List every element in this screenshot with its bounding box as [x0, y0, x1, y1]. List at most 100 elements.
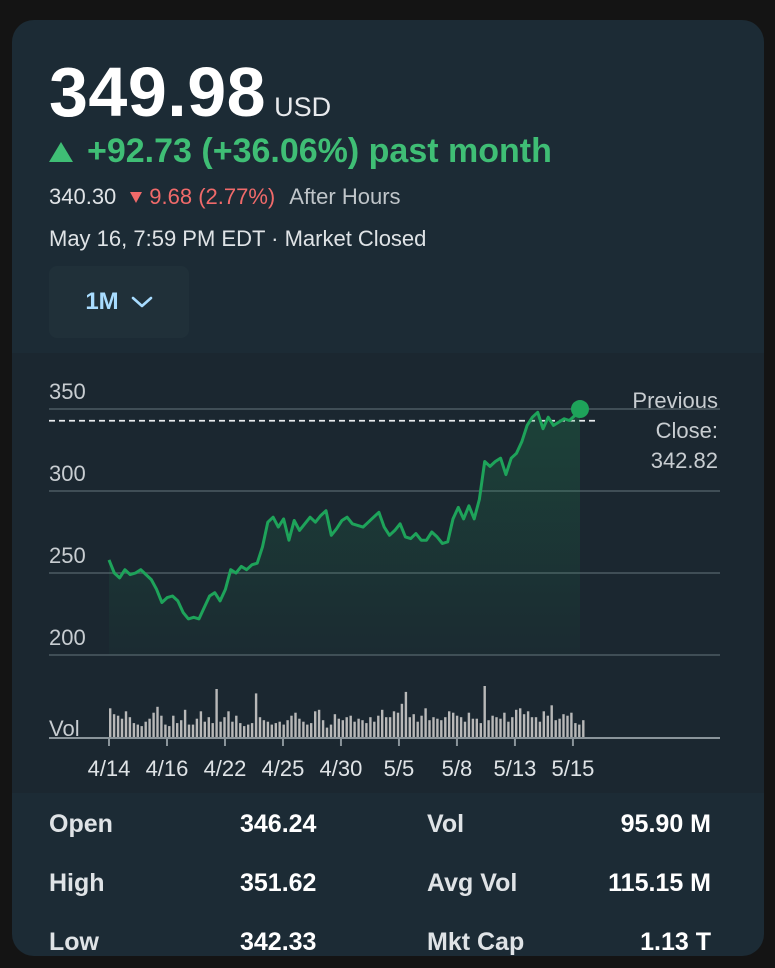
volume-bar: [183, 709, 187, 738]
volume-bar: [562, 714, 565, 738]
volume-bar: [187, 724, 191, 738]
previous-close-annotation: Previous Close: 342.82: [608, 386, 718, 476]
volume-bar: [503, 712, 506, 738]
volume-bar: [258, 717, 262, 738]
volume-bar: [400, 703, 404, 738]
volume-bar: [495, 717, 498, 738]
range-label: 1M: [85, 288, 119, 315]
stat-value: 342.33: [240, 928, 317, 956]
volume-bar: [459, 717, 463, 738]
volume-bar: [479, 723, 482, 738]
volume-bar: [452, 712, 455, 738]
previous-close-value: 342.82: [650, 448, 718, 473]
price-area: [109, 409, 580, 655]
volume-bar: [124, 711, 128, 738]
volume-bar: [385, 717, 388, 738]
volume-bar: [298, 718, 301, 738]
x-tick-label: 4/16: [146, 756, 189, 781]
volume-bar: [357, 718, 360, 738]
volume-bar: [290, 715, 293, 738]
volume-bar: [448, 711, 451, 738]
stat-row-low: Low 342.33 Mkt Cap 1.13 T: [49, 928, 725, 956]
volume-bar: [566, 715, 569, 738]
volume-bar: [507, 721, 510, 738]
volume-bar: [491, 715, 494, 738]
volume-bar: [377, 715, 380, 738]
x-tick-label: 5/13: [494, 756, 537, 781]
volume-bar: [180, 720, 183, 738]
volume-bar: [353, 721, 356, 738]
volume-bar: [349, 715, 352, 738]
range-selector-button[interactable]: 1M: [49, 266, 189, 338]
after-hours-row: 340.30 9.68 (2.77%) After Hours: [49, 184, 401, 210]
volume-bar: [361, 720, 364, 738]
volume-bar: [455, 715, 459, 738]
stat-label: High: [49, 869, 105, 897]
volume-bar: [341, 720, 344, 738]
volume-bar: [215, 689, 218, 738]
volume-bar: [365, 723, 368, 738]
stat-label: Open: [49, 810, 113, 838]
price-chart[interactable]: 350 300 250 200 Vol 4/14 4/16 4/22 4/25 4/30 5/5 5/…: [12, 353, 764, 793]
volume-bar: [412, 714, 415, 738]
volume-bar: [152, 712, 155, 738]
y-tick-label: 300: [49, 461, 86, 486]
x-tick-label: 5/8: [442, 756, 473, 781]
stat-value: 115.15 M: [608, 869, 711, 897]
volume-bar: [160, 715, 163, 738]
last-price-dot: [571, 400, 589, 419]
volume-bar: [538, 721, 542, 738]
stat-value: 95.90 M: [620, 810, 711, 838]
volume-bar: [388, 717, 392, 738]
triangle-down-icon: [130, 191, 143, 203]
volume-bar: [534, 717, 538, 738]
chevron-down-icon: [131, 296, 152, 308]
volume-bar: [487, 720, 490, 738]
volume-bar: [140, 726, 143, 738]
volume-bar: [262, 720, 266, 738]
volume-bar: [582, 720, 585, 738]
stat-row-high: High 351.62 Avg Vol 115.15 M: [49, 869, 725, 909]
triangle-up-icon: [49, 141, 73, 162]
volume-bar: [440, 720, 443, 738]
volume-bar: [219, 721, 222, 738]
volume-bar: [278, 721, 281, 738]
volume-bar: [499, 718, 502, 738]
volume-bar: [578, 724, 581, 738]
volume-bar: [475, 718, 478, 738]
volume-bar: [164, 724, 167, 738]
volume-bar: [109, 708, 112, 738]
volume-bar: [223, 717, 226, 738]
volume-bar: [522, 714, 526, 738]
volume-bar: [235, 715, 238, 738]
volume-bar: [542, 711, 545, 738]
stat-label: Mkt Cap: [427, 928, 525, 956]
price-line: [107, 408, 582, 621]
volume-bar: [207, 717, 210, 738]
volume-bar: [254, 693, 258, 738]
change-text: +92.73 (+36.06%) past month: [87, 132, 552, 170]
volume-bar: [231, 721, 234, 738]
volume-bar: [444, 717, 447, 738]
volume-bar: [136, 724, 139, 738]
volume-bar: [526, 711, 530, 738]
volume-bar: [546, 715, 549, 738]
current-price: 349.98: [49, 53, 267, 131]
volume-bar: [392, 711, 396, 738]
stock-quote-card: 349.98 USD +92.73 (+36.06%) past month 3…: [12, 20, 764, 956]
volume-bar: [211, 723, 214, 738]
volume-bar: [519, 708, 522, 738]
volume-bar: [270, 724, 273, 738]
after-hours-label: After Hours: [289, 184, 401, 209]
volume-bar: [515, 709, 518, 738]
price-change: +92.73 (+36.06%) past month: [49, 132, 552, 171]
y-tick-label: 200: [49, 625, 86, 650]
stat-value: 346.24: [240, 810, 317, 838]
stat-row-open: Open 346.24 Vol 95.90 M: [49, 810, 725, 850]
volume-bar: [574, 723, 577, 738]
stat-label: Avg Vol: [427, 869, 518, 897]
volume-bar: [432, 717, 435, 738]
volume-bar: [227, 711, 230, 738]
volume-bar: [176, 723, 179, 738]
y-tick-label: 250: [49, 543, 86, 568]
